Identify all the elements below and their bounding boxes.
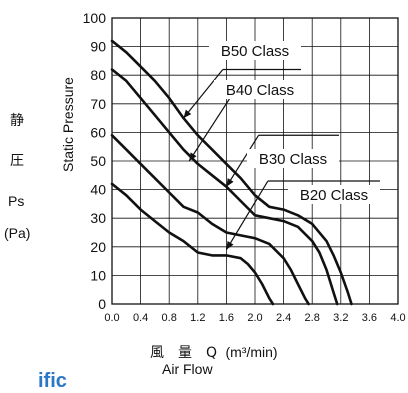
annotation-bg (209, 41, 301, 60)
y-tick-label: 70 (90, 96, 106, 112)
x-tick-label: 4.0 (390, 312, 405, 324)
series-line-b50-class (110, 39, 353, 306)
x-tick-label: 2.4 (276, 312, 291, 324)
y-tick-label: 20 (90, 239, 106, 255)
arrow-head (189, 152, 197, 161)
leader-line (188, 97, 231, 162)
x-tick-label: 3.6 (362, 312, 377, 324)
annotation-label: B50 Class (221, 43, 289, 60)
plot-frame (111, 17, 399, 305)
x-tick-label: 2.0 (247, 312, 262, 324)
series-line-b20-class (110, 182, 275, 306)
y-axis-label: Static Pressure (60, 77, 76, 172)
leader-line (225, 134, 260, 188)
arrow-head (183, 109, 192, 119)
y-label-symbol: Ps (8, 193, 25, 209)
y-tick-label: 10 (90, 267, 106, 283)
annotation-label: B30 Class (259, 151, 327, 168)
annotation-label: B20 Class (300, 187, 368, 204)
y-tick-label: 40 (90, 182, 106, 198)
leader-line (225, 180, 269, 250)
leader-line (183, 69, 224, 119)
y-tick-label: 100 (83, 10, 107, 26)
x-axis-label-en: Air Flow (162, 361, 213, 377)
x-tick-label: 3.2 (333, 312, 348, 324)
series-annotations: B50 Class B40 Class B30 Class B20 Class (183, 41, 380, 250)
annotation-bg (247, 149, 339, 168)
series-line-b40-class (110, 68, 339, 306)
annotation-label: B40 Class (226, 82, 294, 99)
x-tick-label: 0.0 (104, 312, 119, 324)
cropped-text: ific (38, 370, 67, 392)
annotation-bg (288, 185, 380, 204)
y-label-jp-2: 圧 (10, 153, 24, 169)
y-label-unit: (Pa) (4, 225, 31, 241)
y-tick-label: 60 (90, 124, 106, 140)
static-pressure-chart: 0 10 20 30 40 50 60 70 80 90 100 0.0 0.4 0.8 1.2 1.6 2.0… (83, 10, 406, 324)
x-axis-label-jp: 風 量 Q (m³/min) (150, 342, 278, 362)
x-tick-label: 1.2 (190, 312, 205, 324)
y-tick-label: 80 (90, 67, 106, 83)
x-axis-unit: (m³/min) (225, 344, 278, 360)
arrow-head (226, 241, 234, 250)
x-axis-label-jp-text: 風 量 Q (150, 345, 218, 361)
series-lines (110, 39, 353, 306)
x-tick-label: 0.8 (162, 312, 177, 324)
x-tick-label: 2.8 (305, 312, 320, 324)
y-tick-label: 50 (90, 153, 106, 169)
annotation-bg (214, 80, 306, 99)
y-tick-label: 90 (90, 39, 106, 55)
arrow-head (226, 178, 234, 187)
y-tick-label: 0 (98, 296, 106, 312)
x-tick-label: 0.4 (133, 312, 148, 324)
series-line-b30-class (110, 134, 310, 306)
x-tick-label: 1.6 (219, 312, 234, 324)
y-label-jp-1: 静 (10, 113, 24, 129)
y-tick-label: 30 (90, 210, 106, 226)
axes: 0 10 20 30 40 50 60 70 80 90 100 0.0 0.4 0.8 1.2 1.6 2.0… (83, 10, 406, 324)
